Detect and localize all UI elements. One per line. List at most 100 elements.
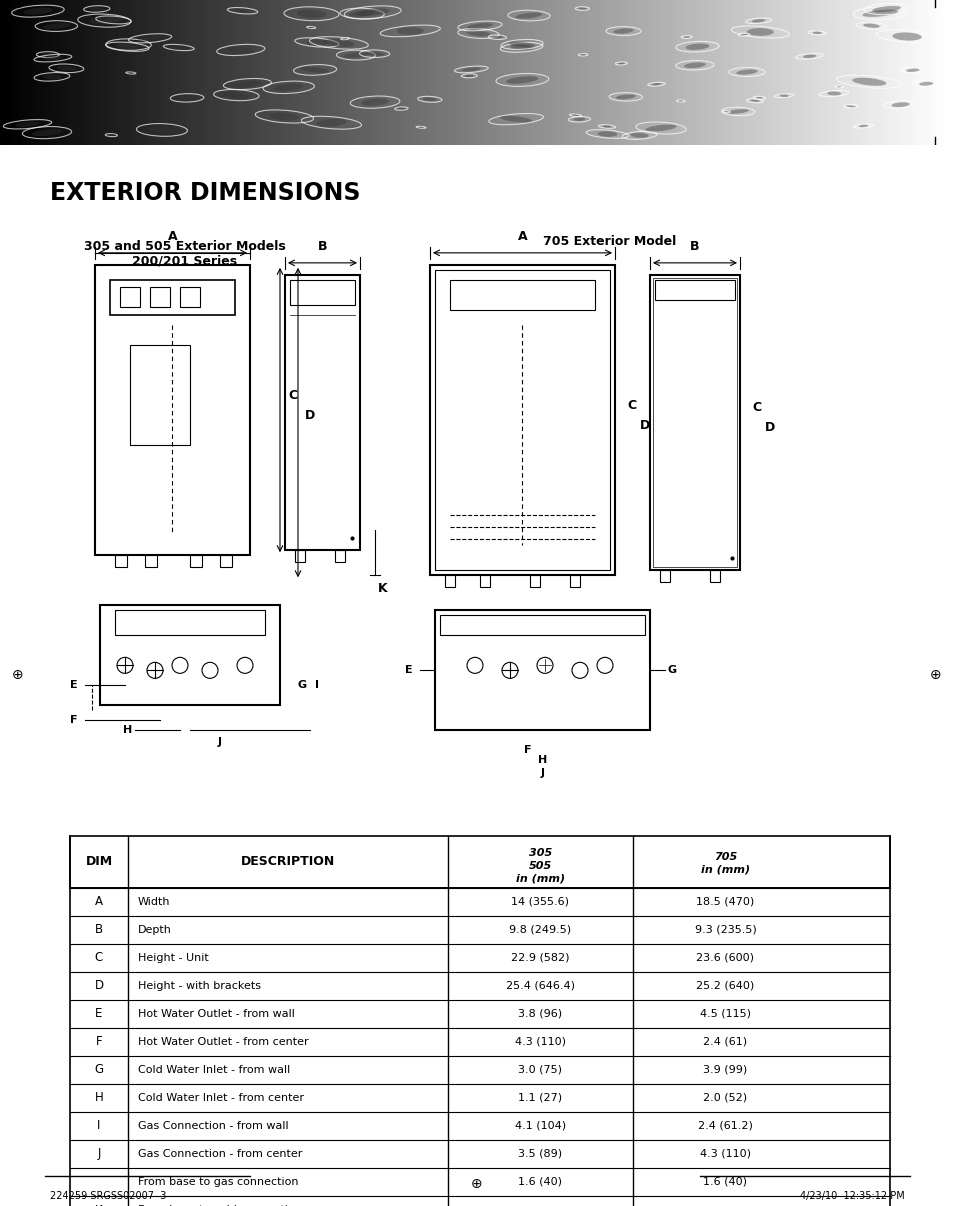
Ellipse shape — [746, 28, 773, 36]
Ellipse shape — [270, 112, 299, 121]
Bar — [652, 277, 737, 567]
Text: D: D — [764, 421, 775, 434]
Bar — [145, 555, 157, 567]
Text: J: J — [540, 768, 544, 778]
Text: 18.5 (470): 18.5 (470) — [696, 896, 754, 907]
Bar — [294, 550, 305, 562]
Ellipse shape — [31, 129, 62, 136]
Bar — [335, 550, 345, 562]
Text: 3.9 (99): 3.9 (99) — [702, 1065, 747, 1075]
Text: K: K — [95, 1204, 103, 1206]
Ellipse shape — [862, 24, 879, 28]
Ellipse shape — [23, 7, 52, 14]
Text: 705
in (mm): 705 in (mm) — [700, 851, 749, 874]
Ellipse shape — [300, 68, 329, 72]
Ellipse shape — [116, 43, 138, 49]
Bar — [285, 275, 359, 550]
Ellipse shape — [222, 92, 250, 99]
Ellipse shape — [309, 27, 314, 28]
Ellipse shape — [15, 122, 40, 127]
Text: E: E — [95, 1007, 103, 1020]
Bar — [100, 605, 280, 706]
Bar — [190, 555, 202, 567]
Bar — [569, 575, 579, 587]
Ellipse shape — [572, 115, 578, 116]
Text: H: H — [537, 755, 547, 766]
Ellipse shape — [645, 124, 676, 131]
Text: B: B — [95, 923, 103, 936]
Ellipse shape — [171, 46, 187, 49]
Text: F: F — [95, 1035, 102, 1048]
Text: 3.5 (89): 3.5 (89) — [517, 1149, 562, 1159]
Text: A: A — [95, 895, 103, 908]
Text: 4.3 (110): 4.3 (110) — [515, 1037, 565, 1047]
Ellipse shape — [516, 12, 542, 18]
Text: DIM: DIM — [86, 855, 112, 868]
Ellipse shape — [364, 52, 384, 55]
Ellipse shape — [343, 52, 368, 58]
Ellipse shape — [41, 53, 55, 57]
Text: Depth: Depth — [138, 925, 172, 935]
Ellipse shape — [148, 127, 176, 134]
Text: Gas Connection - from center: Gas Connection - from center — [138, 1149, 302, 1159]
Ellipse shape — [89, 7, 105, 11]
Text: 9.8 (249.5): 9.8 (249.5) — [509, 925, 571, 935]
Ellipse shape — [616, 94, 635, 99]
Ellipse shape — [349, 11, 375, 17]
Ellipse shape — [578, 7, 586, 10]
Text: 22.9 (582): 22.9 (582) — [511, 953, 569, 962]
Text: Cold Water Inlet - from center: Cold Water Inlet - from center — [138, 1093, 304, 1102]
Ellipse shape — [871, 6, 900, 12]
Text: 14 (355.6): 14 (355.6) — [511, 896, 569, 907]
Text: D: D — [94, 979, 104, 993]
Text: D: D — [305, 409, 314, 422]
Ellipse shape — [306, 40, 327, 46]
Text: 3.0 (75): 3.0 (75) — [518, 1065, 562, 1075]
Ellipse shape — [826, 92, 841, 95]
Ellipse shape — [751, 19, 764, 23]
Text: J: J — [97, 1147, 101, 1160]
Bar — [70, 836, 889, 888]
Ellipse shape — [396, 107, 405, 110]
Text: ⊕: ⊕ — [471, 1177, 482, 1192]
Ellipse shape — [890, 103, 908, 107]
Ellipse shape — [491, 36, 502, 39]
Text: F: F — [71, 715, 78, 726]
Ellipse shape — [43, 23, 70, 29]
Text: K: K — [377, 582, 387, 596]
Ellipse shape — [508, 41, 535, 47]
Bar — [649, 275, 740, 570]
Ellipse shape — [233, 81, 262, 87]
Text: 23.6 (600): 23.6 (600) — [696, 953, 754, 962]
Ellipse shape — [510, 45, 533, 51]
Ellipse shape — [464, 75, 473, 77]
Text: 4/23/10  12:35:12 PM: 4/23/10 12:35:12 PM — [800, 1192, 904, 1201]
Text: ⊕: ⊕ — [12, 668, 24, 683]
Ellipse shape — [845, 105, 855, 107]
Text: E: E — [405, 666, 413, 675]
Ellipse shape — [756, 96, 761, 99]
Ellipse shape — [891, 33, 921, 41]
Bar — [115, 555, 127, 567]
Text: H: H — [123, 726, 132, 736]
Ellipse shape — [685, 43, 709, 49]
Text: G: G — [667, 666, 677, 675]
Text: E: E — [71, 680, 78, 690]
Ellipse shape — [613, 29, 633, 34]
Text: Hot Water Outlet - from wall: Hot Water Outlet - from wall — [138, 1008, 294, 1019]
Ellipse shape — [749, 100, 759, 103]
Text: 3.8 (96): 3.8 (96) — [517, 1008, 562, 1019]
Text: 4.3 (110): 4.3 (110) — [700, 1149, 750, 1159]
Ellipse shape — [918, 82, 932, 86]
Text: 705 Exterior Model: 705 Exterior Model — [543, 235, 676, 247]
Text: 2.0 (52): 2.0 (52) — [702, 1093, 747, 1102]
Text: 2.4 (61.2): 2.4 (61.2) — [698, 1120, 752, 1131]
Ellipse shape — [462, 68, 479, 71]
Ellipse shape — [466, 30, 490, 36]
Text: F: F — [523, 745, 531, 755]
Ellipse shape — [499, 116, 532, 122]
Bar — [115, 610, 265, 636]
Text: ⊕: ⊕ — [929, 668, 941, 683]
Text: 25.2 (640): 25.2 (640) — [696, 980, 754, 991]
Ellipse shape — [726, 110, 748, 113]
